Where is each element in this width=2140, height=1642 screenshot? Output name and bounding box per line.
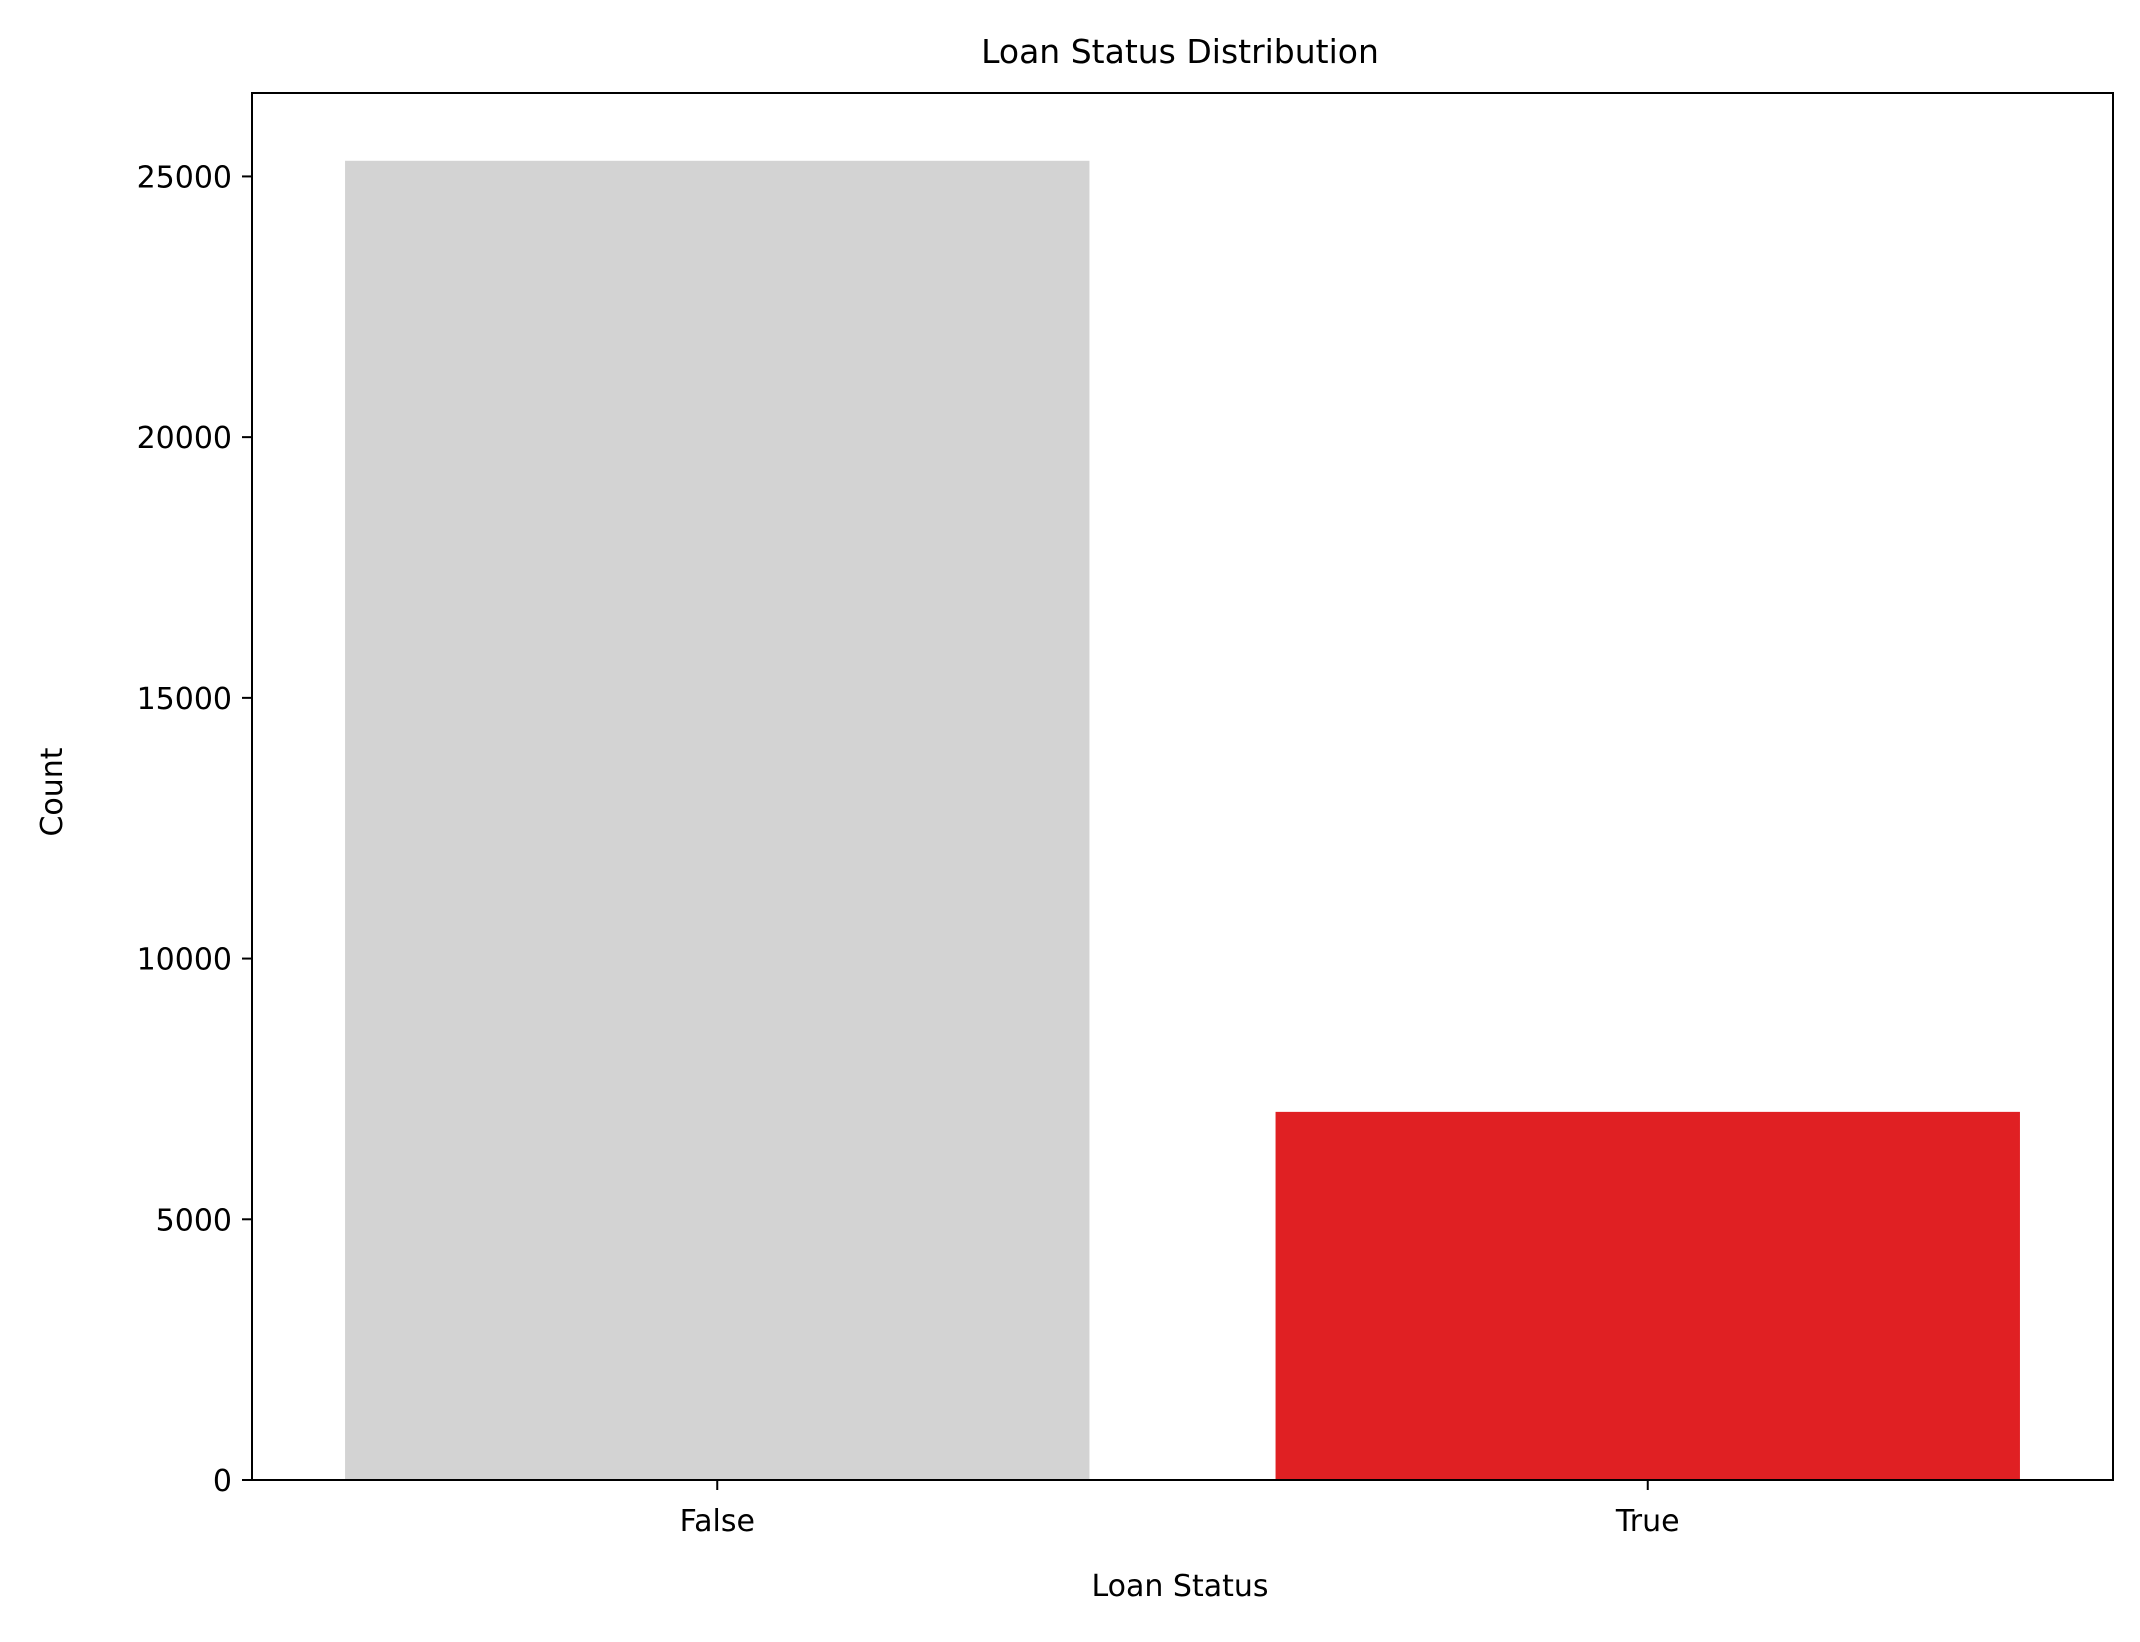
- y-tick-label: 5000: [156, 1203, 232, 1238]
- chart-title: Loan Status Distribution: [981, 32, 1379, 71]
- bar-false: [345, 160, 1090, 1480]
- y-axis-label: Count: [35, 747, 70, 836]
- x-tick-label: True: [1615, 1504, 1680, 1539]
- y-tick-label: 25000: [137, 160, 232, 195]
- x-axis-label: Loan Status: [1091, 1569, 1268, 1604]
- x-axis: False True: [680, 1480, 1680, 1539]
- y-tick-label: 10000: [137, 943, 232, 978]
- y-axis: 0 5000 10000 15000 20000 25000: [137, 160, 252, 1499]
- y-tick-label: 0: [213, 1464, 232, 1499]
- x-tick-label: False: [680, 1504, 755, 1539]
- bars-layer: [345, 160, 2020, 1480]
- y-tick-label: 20000: [137, 421, 232, 456]
- bar-true: [1275, 1111, 2020, 1480]
- y-tick-label: 15000: [137, 682, 232, 717]
- plot-frame: [251, 92, 2114, 1481]
